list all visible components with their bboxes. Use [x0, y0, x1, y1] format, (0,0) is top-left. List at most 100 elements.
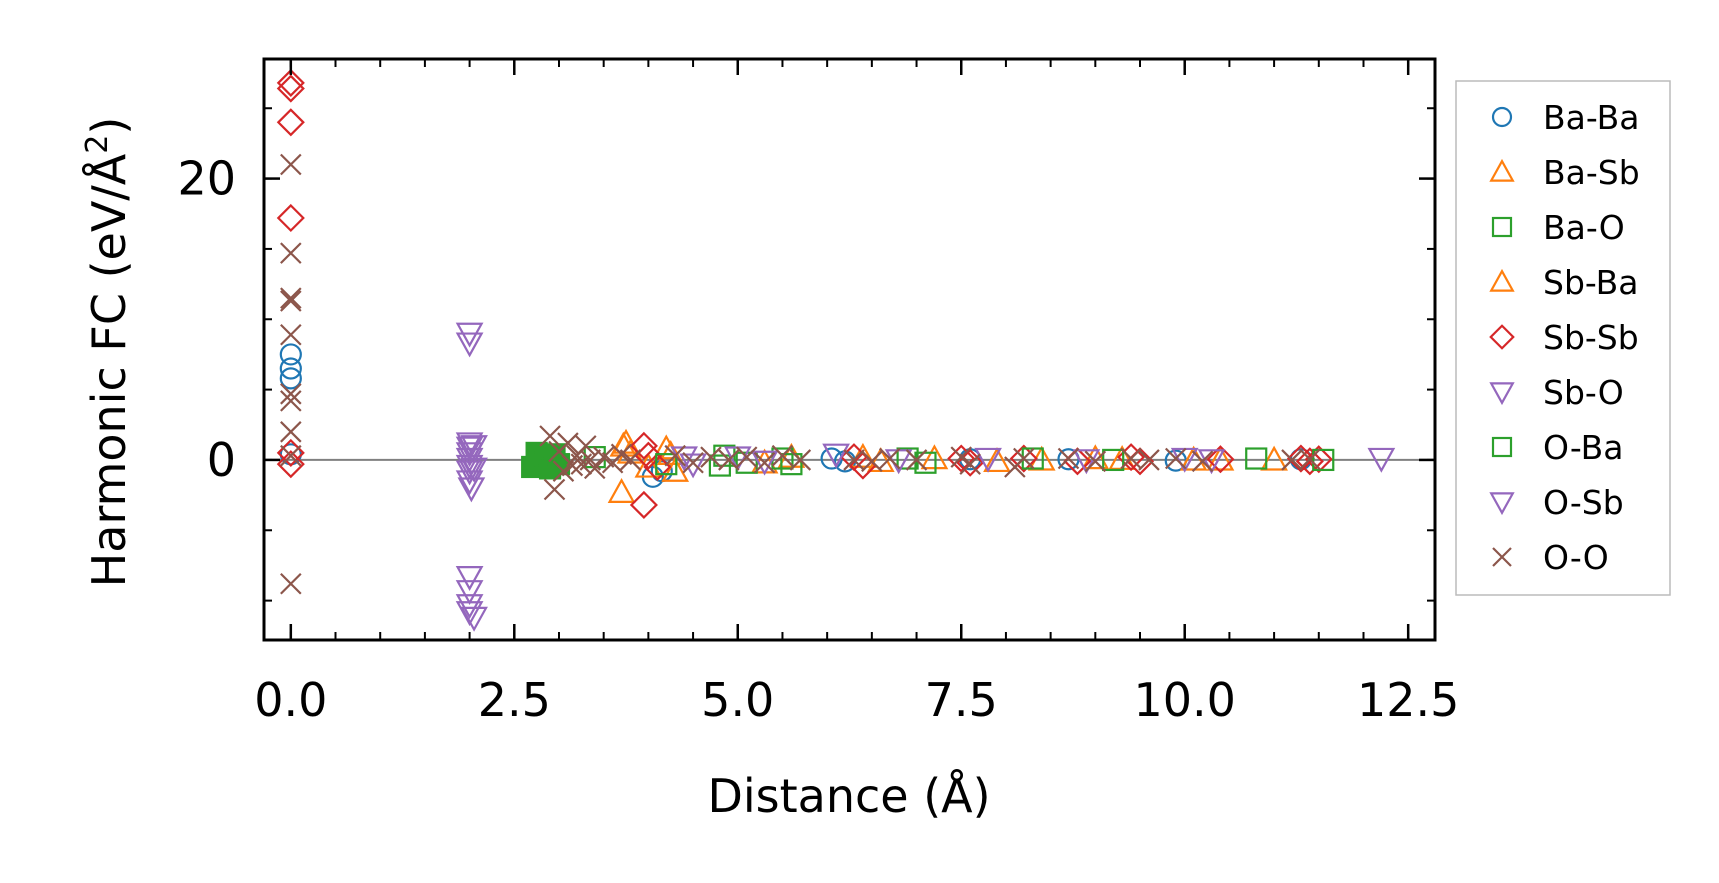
legend-label: Ba-O — [1543, 208, 1625, 247]
data-point — [1009, 444, 1038, 473]
data-point — [455, 601, 484, 627]
legend-entry-o-o: O-O — [1492, 538, 1609, 577]
legend-entry-ba-o: Ba-O — [1491, 208, 1625, 247]
data-point — [735, 446, 758, 468]
data-point — [661, 456, 690, 482]
data-point — [280, 383, 302, 405]
data-point — [280, 290, 302, 312]
data-point — [1367, 447, 1396, 473]
data-point — [950, 446, 973, 468]
data-point — [460, 435, 488, 461]
data-point — [771, 444, 794, 467]
data-point — [682, 451, 704, 474]
x-tick-label: 10.0 — [1133, 673, 1235, 727]
series-o-o — [280, 153, 1321, 595]
data-point — [1206, 445, 1235, 474]
data-point — [280, 242, 302, 264]
data-point — [1084, 450, 1107, 473]
y-axis-label: Harmonic FC (eV/Å2) — [80, 117, 136, 588]
x-axis: 0.0 2.5 5.0 7.5 10.0 12.5 — [254, 59, 1459, 727]
data-point — [280, 444, 302, 467]
plot-frame — [262, 57, 1437, 642]
data-point — [607, 478, 636, 503]
data-point — [1299, 448, 1321, 471]
data-point — [279, 367, 302, 390]
legend-label: Ba-Sb — [1543, 153, 1640, 192]
data-point — [947, 444, 976, 473]
data-point — [959, 453, 981, 475]
data-point — [280, 287, 302, 309]
data-point — [655, 453, 678, 476]
x-tick-label: 0.0 — [254, 673, 327, 727]
data-point — [843, 449, 865, 471]
data-point — [643, 452, 672, 482]
data-point — [629, 431, 658, 460]
legend-label: Sb-Sb — [1543, 318, 1639, 357]
data-point — [753, 451, 776, 474]
data-point — [750, 450, 779, 476]
data-point — [1164, 447, 1187, 470]
data-point — [1304, 445, 1333, 474]
data-point — [280, 323, 302, 346]
legend-label: O-O — [1543, 538, 1609, 577]
legend-marker — [1489, 324, 1515, 350]
data-point — [878, 447, 901, 470]
legend-marker — [1491, 216, 1513, 238]
legend-entry-o-ba: O-Ba — [1491, 428, 1624, 467]
legend-entry-sb-ba: Sb-Ba — [1489, 263, 1639, 302]
y-tick-label: 0 — [207, 433, 236, 487]
data-point — [279, 343, 302, 366]
data-point — [280, 153, 302, 176]
data-point — [276, 74, 305, 103]
data-point — [664, 444, 686, 467]
data-point — [276, 68, 305, 97]
data-point — [619, 449, 642, 471]
data-point — [557, 432, 579, 454]
x-tick-label: 12.5 — [1357, 673, 1459, 727]
legend-entry-ba-ba: Ba-Ba — [1491, 98, 1639, 137]
data-point — [974, 447, 1002, 473]
data-point — [1072, 449, 1101, 475]
data-point — [629, 490, 658, 520]
x-tick-label: 2.5 — [478, 673, 551, 727]
legend-marker — [1489, 268, 1515, 292]
data-point — [543, 478, 566, 501]
y-axis-label-superscript: 2 — [80, 135, 115, 154]
legend-label: Sb-O — [1543, 373, 1624, 412]
legend-label: O-Sb — [1543, 483, 1624, 522]
data-point — [460, 606, 488, 632]
x-tick-label: 7.5 — [925, 673, 998, 727]
legend-entry-sb-sb: Sb-Sb — [1489, 318, 1639, 357]
y-tick-label: 20 — [177, 152, 236, 206]
data-point — [780, 453, 803, 476]
data-point — [914, 451, 937, 474]
data-point — [983, 447, 1011, 473]
legend-label: Ba-Ba — [1543, 98, 1639, 137]
data-point — [1206, 445, 1235, 471]
data-point — [1245, 447, 1268, 470]
data-point — [1295, 447, 1324, 476]
data-point — [280, 572, 302, 595]
data-point — [1312, 448, 1335, 472]
data-point — [276, 450, 305, 479]
data-point — [280, 390, 302, 412]
data-point — [455, 580, 484, 606]
data-point — [279, 357, 302, 380]
data-point — [455, 332, 484, 358]
data-point — [455, 594, 484, 620]
data-point — [905, 449, 928, 471]
data-point — [634, 452, 663, 478]
data-point — [789, 449, 812, 471]
data-point — [539, 425, 561, 447]
data-point — [679, 453, 707, 479]
data-point — [822, 443, 850, 469]
legend-marker — [1492, 547, 1512, 567]
data-point — [700, 446, 722, 468]
legend-marker — [1491, 436, 1513, 458]
data-point — [455, 565, 484, 591]
legend-label: Sb-Ba — [1543, 263, 1639, 302]
data-point — [1281, 449, 1303, 471]
legend-marker — [1489, 158, 1515, 182]
